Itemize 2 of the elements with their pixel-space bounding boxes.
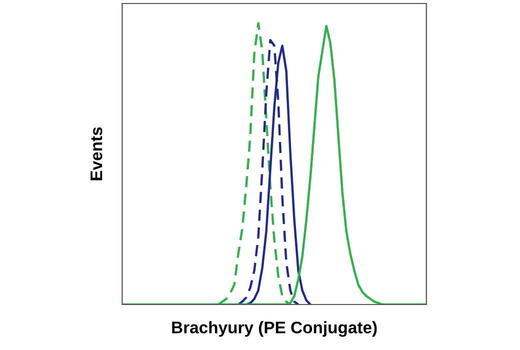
y-axis-title: Events (90, 127, 102, 180)
x-axis-title: Brachyury (PE Conjugate) (172, 321, 377, 337)
